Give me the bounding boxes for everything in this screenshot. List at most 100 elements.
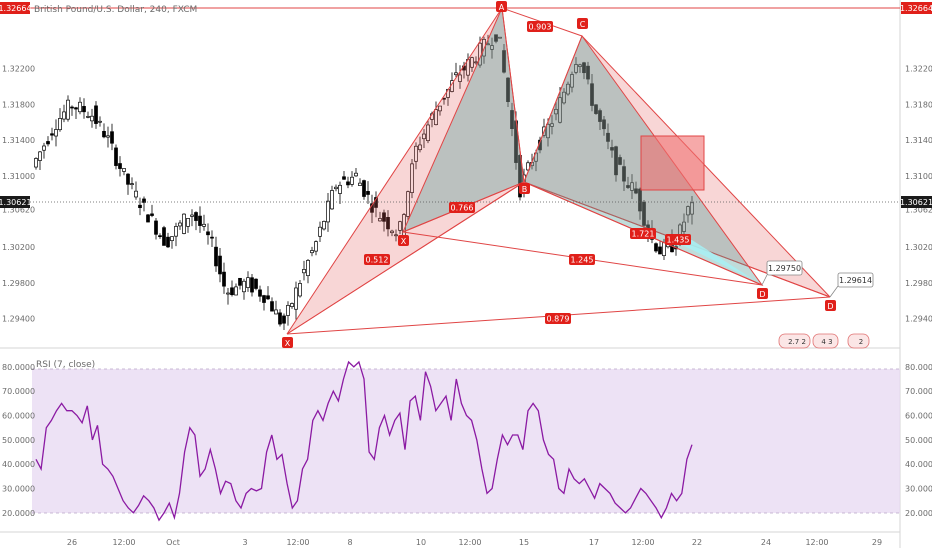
ratio-1435-bg: [665, 234, 691, 245]
badge-3-bg: [847, 333, 870, 349]
candle-body: [274, 309, 278, 315]
time-tick: 26: [67, 538, 77, 547]
candle-body: [86, 116, 90, 118]
badge-1-text: 2.7 2: [788, 338, 806, 346]
candle-body: [594, 104, 598, 114]
candle-body: [578, 64, 582, 67]
candle-body: [410, 163, 414, 193]
rsi-line: [35, 360, 693, 522]
price-tick-left: 1.32200: [2, 65, 35, 74]
ratio-0903-bg: [527, 21, 553, 32]
rsi-tick-left: 20.0000: [2, 509, 35, 518]
candle-body: [662, 242, 666, 257]
ratio-0512-bg: [364, 254, 390, 265]
candle-body: [394, 234, 398, 237]
candle-body: [134, 190, 138, 198]
ratio-0512: 0.512: [364, 254, 390, 265]
candle-body: [502, 50, 506, 73]
candle-body: [454, 72, 458, 76]
badge-2-text: 4 3: [821, 338, 832, 346]
callout-1: 1.29750: [761, 260, 803, 286]
candle-body: [510, 110, 514, 129]
marker-x1-text: X: [401, 237, 407, 246]
badge-3[interactable]: 2: [847, 333, 870, 349]
time-tick: 29: [872, 538, 882, 547]
marker-d1: D: [757, 288, 768, 299]
candle-body: [290, 303, 294, 307]
time-tick: 12:00: [112, 538, 135, 547]
candle-body: [682, 221, 686, 232]
time-axis: 26 12:00 Oct 3 12:00 8 10 12:00 15 17 12:00 22 24 12:…: [67, 538, 882, 547]
marker-a-bg: [496, 1, 507, 12]
candle-body: [634, 188, 638, 194]
ratio-0903-text: 0.903: [529, 23, 552, 32]
candle-body: [490, 45, 494, 50]
candle-body: [606, 132, 610, 142]
candle-body: [262, 295, 266, 303]
candle-body: [554, 108, 558, 115]
pattern1-xb: [286, 181, 525, 335]
marker-x2: X: [282, 337, 293, 348]
price-tick-right: 1.30200: [905, 243, 932, 252]
candle-body: [54, 129, 58, 137]
rsi-panel: RSI (7, close) 80.0000 80.0000 70.0000 70.0…: [2, 360, 932, 522]
rsi-line-layer: [35, 360, 693, 522]
ratio-0903: 0.903: [527, 21, 553, 32]
marker-d1-text: D: [759, 290, 765, 299]
callout-2-line: [829, 285, 839, 298]
badge-2[interactable]: 4 3: [812, 333, 839, 349]
top-price-tag: 1.32664: [900, 2, 932, 14]
ratio-0766-text: 0.766: [451, 204, 474, 213]
ratio-0879-text: 0.879: [547, 315, 570, 324]
candle-body: [70, 106, 74, 109]
marker-d1-bg: [757, 288, 768, 299]
candle-body: [278, 312, 282, 325]
left-price-tag-current: 1.30621: [0, 196, 32, 208]
price-tick-left: 1.30200: [2, 243, 35, 252]
candle-body: [218, 255, 222, 275]
candle-body: [114, 147, 118, 166]
callout-2: 1.29614: [829, 272, 874, 298]
candle-body: [94, 105, 98, 124]
callout-1-text: 1.29750: [768, 264, 801, 273]
candle-body: [174, 226, 178, 237]
candle-body: [318, 226, 322, 237]
ratio-0766: 0.766: [449, 202, 475, 213]
badge-2-bg: [812, 333, 839, 349]
candle-body: [570, 74, 574, 88]
candle-body: [322, 221, 326, 230]
time-tick: 17: [589, 538, 599, 547]
badge-1[interactable]: 2.7 2: [778, 333, 811, 349]
candle-body: [374, 197, 378, 208]
candle-body: [234, 286, 238, 296]
ratio-1245-text: 1.245: [571, 256, 594, 265]
marker-b: B: [519, 183, 530, 194]
marker-x1: X: [398, 235, 409, 246]
price-axis: 1.32200 1.32200 1.31800 1.31800 1.31400 1.314…: [2, 65, 932, 324]
candle-body: [566, 83, 570, 95]
candle-body: [158, 235, 162, 238]
chart-title: British Pound/U.S. Dollar, 240, FXCM: [34, 5, 197, 15]
candle-body: [154, 220, 158, 235]
ratio-1245: 1.245: [569, 254, 595, 265]
candle-body: [626, 185, 630, 188]
badge-1-bg: [778, 333, 811, 349]
candle-body: [358, 182, 362, 186]
callout-2-text: 1.29614: [839, 276, 872, 285]
marker-x2-bg: [282, 337, 293, 348]
left-price-tag-top: 1.32664: [0, 2, 32, 14]
candle-body: [74, 107, 78, 110]
price-tick-left: 1.31400: [2, 136, 35, 145]
candle-body: [618, 157, 622, 165]
rsi-tick-right: 60.0000: [905, 412, 932, 421]
candle-body: [658, 246, 662, 255]
candle-body: [34, 158, 38, 168]
candle-body: [518, 155, 522, 198]
candle-body: [690, 202, 694, 215]
left-current-tag-text: 1.30621: [0, 198, 32, 207]
marker-b-text: B: [522, 185, 528, 194]
target-box: [640, 135, 705, 191]
rsi-tick-right: 50.0000: [905, 436, 932, 445]
time-tick: 22: [692, 538, 702, 547]
